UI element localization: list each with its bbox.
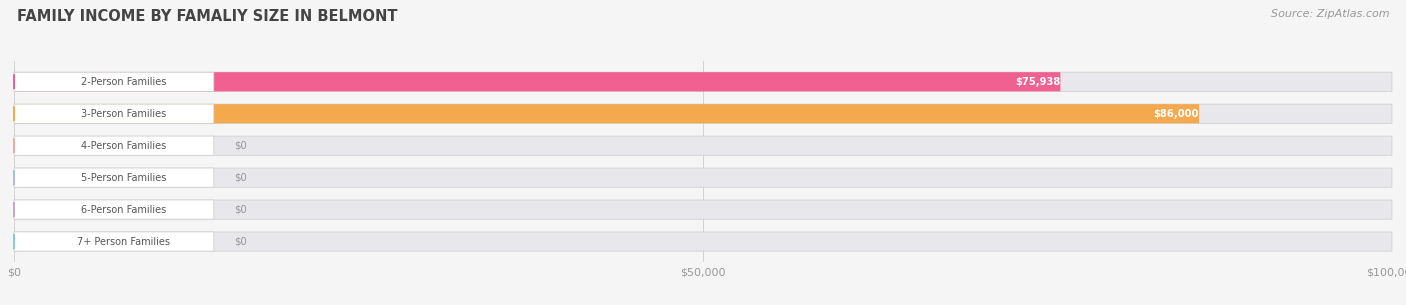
FancyBboxPatch shape	[14, 200, 1392, 219]
Text: 6-Person Families: 6-Person Families	[82, 205, 166, 215]
Text: 7+ Person Families: 7+ Person Families	[77, 237, 170, 246]
FancyBboxPatch shape	[14, 104, 214, 123]
Text: $0: $0	[235, 205, 247, 215]
FancyBboxPatch shape	[14, 72, 1392, 92]
FancyBboxPatch shape	[14, 168, 1392, 187]
FancyBboxPatch shape	[14, 232, 214, 251]
FancyBboxPatch shape	[14, 104, 1392, 123]
Text: $0: $0	[235, 141, 247, 151]
Text: Source: ZipAtlas.com: Source: ZipAtlas.com	[1271, 9, 1389, 19]
Text: 3-Person Families: 3-Person Families	[82, 109, 166, 119]
Text: $0: $0	[235, 237, 247, 246]
FancyBboxPatch shape	[14, 72, 1060, 92]
Text: $0: $0	[235, 173, 247, 183]
FancyBboxPatch shape	[14, 168, 214, 187]
Text: 2-Person Families: 2-Person Families	[82, 77, 167, 87]
Text: FAMILY INCOME BY FAMALIY SIZE IN BELMONT: FAMILY INCOME BY FAMALIY SIZE IN BELMONT	[17, 9, 398, 24]
Text: 5-Person Families: 5-Person Families	[82, 173, 167, 183]
Text: 4-Person Families: 4-Person Families	[82, 141, 166, 151]
FancyBboxPatch shape	[14, 232, 1392, 251]
FancyBboxPatch shape	[14, 72, 214, 92]
Text: $86,000: $86,000	[1154, 109, 1199, 119]
FancyBboxPatch shape	[14, 136, 214, 155]
FancyBboxPatch shape	[14, 200, 214, 219]
FancyBboxPatch shape	[14, 136, 1392, 155]
Text: $75,938: $75,938	[1015, 77, 1060, 87]
FancyBboxPatch shape	[14, 104, 1199, 123]
